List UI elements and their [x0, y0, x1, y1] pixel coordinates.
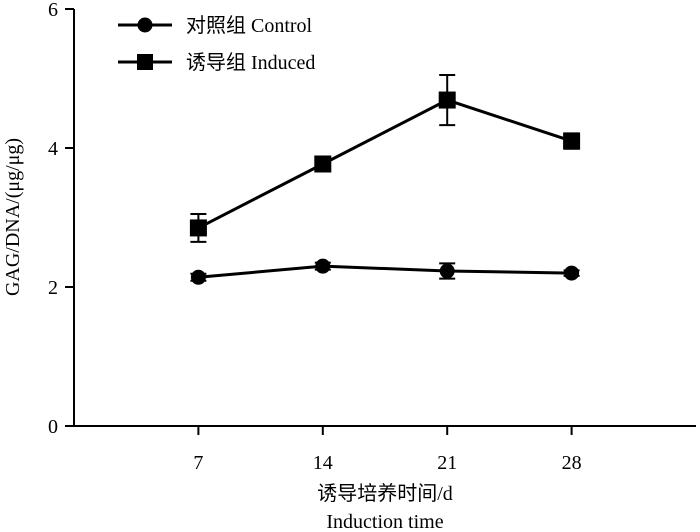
legend-marker-control	[137, 17, 153, 33]
series-induced	[189, 74, 581, 243]
legend-marker-induced	[137, 54, 153, 70]
y-ticks: 0 2 4 6	[48, 0, 74, 438]
x-tick-label: 7	[193, 452, 203, 474]
legend-label-control: 对照组 Control	[186, 14, 313, 37]
data-point-control	[190, 269, 206, 285]
y-axis-title: GAG/DNA/(μg/μg)	[2, 138, 24, 296]
legend-entry-control: 对照组 Control	[118, 14, 313, 37]
legend-label-induced: 诱导组 Induced	[186, 51, 315, 74]
x-tick-label: 14	[313, 452, 333, 474]
data-point-induced	[438, 91, 456, 109]
x-tick-label: 21	[437, 452, 457, 474]
data-point-induced	[563, 132, 581, 150]
axes	[73, 9, 696, 427]
y-tick-label: 0	[48, 416, 58, 438]
series-layer	[189, 74, 581, 285]
x-axis-title: 诱导培养时间/d	[317, 482, 453, 505]
series-line-induced	[197, 98, 573, 230]
series-control	[190, 258, 580, 285]
data-point-control	[439, 263, 455, 279]
legend: 对照组 Control 诱导组 Induced	[118, 14, 315, 74]
y-tick-label: 6	[48, 0, 58, 21]
data-point-induced	[314, 155, 332, 173]
legend-entry-induced: 诱导组 Induced	[118, 51, 315, 74]
data-point-control	[315, 258, 331, 274]
x-axis-title-english: Induction time	[326, 511, 443, 532]
x-ticks: 7 14 21 28	[193, 426, 582, 474]
x-tick-label: 28	[562, 452, 582, 474]
y-tick-label: 2	[48, 277, 58, 299]
y-tick-label: 4	[48, 138, 58, 160]
data-point-control	[564, 265, 580, 281]
data-point-induced	[189, 219, 207, 237]
series-line-control	[198, 264, 572, 279]
